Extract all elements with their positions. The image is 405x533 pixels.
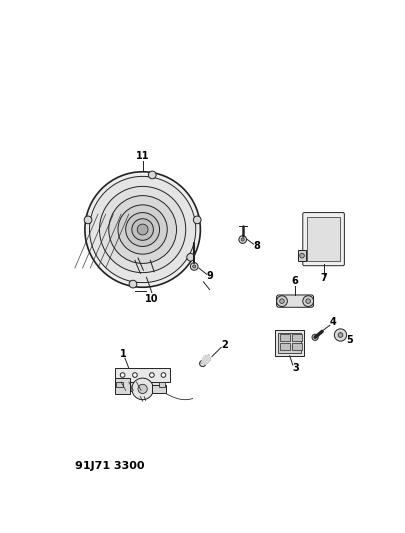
Circle shape xyxy=(138,384,147,393)
Circle shape xyxy=(109,196,176,263)
Circle shape xyxy=(238,236,246,244)
Text: 3: 3 xyxy=(292,363,298,373)
Circle shape xyxy=(241,238,244,241)
Circle shape xyxy=(337,333,342,337)
Circle shape xyxy=(149,373,154,377)
Circle shape xyxy=(199,360,205,367)
Bar xyxy=(277,333,301,353)
Circle shape xyxy=(85,172,200,287)
Bar xyxy=(151,385,165,393)
Circle shape xyxy=(120,373,125,377)
FancyBboxPatch shape xyxy=(276,295,313,308)
Circle shape xyxy=(84,216,92,224)
Circle shape xyxy=(305,299,310,303)
Circle shape xyxy=(186,253,194,261)
Circle shape xyxy=(118,205,167,254)
Circle shape xyxy=(132,373,137,377)
Bar xyxy=(119,382,162,391)
Bar xyxy=(291,343,301,350)
Circle shape xyxy=(129,280,136,288)
Bar xyxy=(307,217,339,261)
Circle shape xyxy=(311,334,318,341)
Text: 11: 11 xyxy=(136,151,149,161)
Text: 91J71 3300: 91J71 3300 xyxy=(75,461,144,471)
Text: 5: 5 xyxy=(345,335,352,345)
Bar xyxy=(275,329,304,356)
Bar xyxy=(291,334,301,341)
Bar xyxy=(279,334,289,341)
FancyBboxPatch shape xyxy=(302,213,343,265)
Bar xyxy=(297,251,305,261)
Bar xyxy=(115,378,130,393)
Circle shape xyxy=(126,213,159,246)
Circle shape xyxy=(132,378,153,400)
Circle shape xyxy=(299,253,304,258)
Circle shape xyxy=(279,299,283,303)
Bar xyxy=(279,343,289,350)
Text: 2: 2 xyxy=(220,340,227,350)
Circle shape xyxy=(192,265,195,268)
Circle shape xyxy=(190,263,198,270)
Circle shape xyxy=(137,224,148,235)
Circle shape xyxy=(302,296,313,306)
Text: 8: 8 xyxy=(253,241,259,252)
Circle shape xyxy=(89,176,195,282)
Circle shape xyxy=(193,216,200,224)
Text: 7: 7 xyxy=(320,273,326,283)
Wedge shape xyxy=(87,217,101,242)
Circle shape xyxy=(276,296,287,306)
Text: 1: 1 xyxy=(120,349,126,359)
Circle shape xyxy=(132,219,153,240)
Polygon shape xyxy=(200,355,210,364)
Text: 6: 6 xyxy=(291,276,298,286)
Bar xyxy=(115,368,170,382)
Bar xyxy=(116,382,122,386)
Circle shape xyxy=(334,329,346,341)
Text: 9: 9 xyxy=(206,271,213,281)
Circle shape xyxy=(99,187,185,273)
Circle shape xyxy=(161,373,165,377)
Bar xyxy=(158,382,164,386)
Circle shape xyxy=(148,171,156,179)
Text: 4: 4 xyxy=(329,317,335,327)
Text: 10: 10 xyxy=(145,294,158,304)
